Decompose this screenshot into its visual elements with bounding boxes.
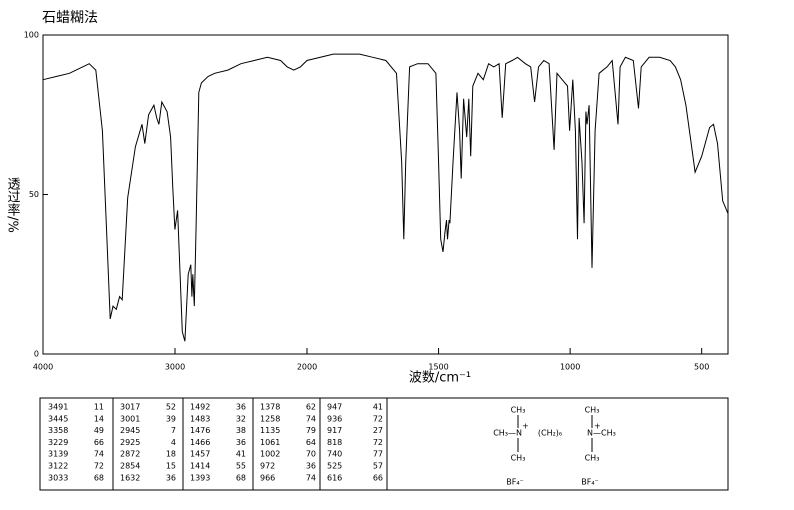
table-transmittance: 11	[94, 403, 104, 412]
table-wavenumber: 3122	[48, 462, 68, 471]
x-tick-label: 1500	[428, 363, 448, 372]
table-transmittance: 36	[166, 473, 176, 482]
table-transmittance: 32	[236, 414, 246, 423]
table-wavenumber: 1258	[260, 414, 280, 423]
plot-frame	[42, 34, 729, 355]
table-transmittance: 74	[306, 414, 316, 423]
structure-label: CH₃	[511, 406, 526, 415]
table-transmittance: 36	[236, 403, 246, 412]
chart-title: 石蜡糊法	[42, 10, 98, 26]
table-wavenumber: 3139	[48, 450, 68, 459]
structure-bonds	[517, 415, 593, 452]
table-transmittance: 14	[94, 414, 104, 423]
x-tick-label: 500	[694, 363, 709, 372]
structure-label: CH₃	[511, 454, 526, 463]
table-wavenumber: 3017	[120, 403, 140, 412]
spectrum-line	[42, 53, 729, 342]
table-transmittance: 39	[166, 414, 176, 423]
table-wavenumber: 3491	[48, 403, 68, 412]
table-wavenumber: 972	[260, 462, 275, 471]
table-transmittance: 64	[306, 438, 316, 447]
x-tick-label: 2000	[297, 363, 317, 372]
table-wavenumber: 3445	[48, 414, 68, 423]
table-wavenumber: 1002	[260, 450, 280, 459]
table-transmittance: 41	[373, 403, 383, 412]
table-wavenumber: 3001	[120, 414, 140, 423]
table-wavenumber: 1414	[190, 462, 210, 471]
table-transmittance: 55	[236, 462, 246, 471]
x-tick-label: 4000	[33, 363, 53, 372]
y-tick-label: 50	[29, 190, 39, 199]
table-transmittance: 72	[373, 438, 383, 447]
table-wavenumber: 1492	[190, 403, 210, 412]
y-tick-label: 0	[34, 350, 39, 359]
table-transmittance: 18	[166, 450, 176, 459]
table-frame	[39, 397, 729, 491]
table-transmittance: 74	[94, 450, 104, 459]
structure-label: CH₃	[585, 406, 600, 415]
table-transmittance: 49	[94, 426, 104, 435]
table-wavenumber: 917	[327, 426, 342, 435]
table-wavenumber: 1135	[260, 426, 280, 435]
structure-label: +	[522, 422, 529, 431]
table-wavenumber: 947	[327, 403, 342, 412]
table-transmittance: 66	[94, 438, 104, 447]
table-wavenumber: 1061	[260, 438, 280, 447]
table-wavenumber: 2945	[120, 426, 140, 435]
table-transmittance: 7	[171, 426, 176, 435]
table-transmittance: 36	[306, 462, 316, 471]
table-wavenumber: 2854	[120, 462, 140, 471]
table-wavenumber: 3033	[48, 473, 68, 482]
table-wavenumber: 936	[327, 414, 342, 423]
table-transmittance: 36	[236, 438, 246, 447]
table-wavenumber: 1378	[260, 403, 280, 412]
table-transmittance: 4	[171, 438, 176, 447]
x-tick-label: 1000	[560, 363, 580, 372]
table-wavenumber: 818	[327, 438, 342, 447]
table-wavenumber: 3358	[48, 426, 68, 435]
y-tick-label: 100	[24, 31, 39, 40]
table-transmittance: 77	[373, 450, 383, 459]
table-transmittance: 38	[236, 426, 246, 435]
table-transmittance: 57	[373, 462, 383, 471]
table-transmittance: 72	[373, 414, 383, 423]
structure-label: N—CH₃	[587, 429, 616, 438]
table-transmittance: 15	[166, 462, 176, 471]
structure-label: +	[594, 422, 601, 431]
table-wavenumber: 2872	[120, 450, 140, 459]
structure-label: BF₄⁻	[506, 478, 524, 487]
x-tick-label: 3000	[165, 363, 185, 372]
table-wavenumber: 1483	[190, 414, 210, 423]
table-transmittance: 68	[236, 473, 246, 482]
table-transmittance: 27	[373, 426, 383, 435]
table-dividers	[112, 398, 388, 490]
table-transmittance: 68	[94, 473, 104, 482]
table-wavenumber: 966	[260, 473, 275, 482]
structure-label: CH₃	[585, 454, 600, 463]
table-transmittance: 79	[306, 426, 316, 435]
table-transmittance: 74	[306, 473, 316, 482]
x-axis-label: 波数/cm⁻¹	[409, 371, 471, 386]
table-transmittance: 52	[166, 403, 176, 412]
table-wavenumber: 1457	[190, 450, 210, 459]
table-wavenumber: 1466	[190, 438, 210, 447]
table-wavenumber: 616	[327, 473, 342, 482]
structure-label: BF₄⁻	[581, 478, 599, 487]
table-wavenumber: 1393	[190, 473, 210, 482]
table-wavenumber: 1476	[190, 426, 210, 435]
table-transmittance: 62	[306, 403, 316, 412]
table-wavenumber: 1632	[120, 473, 140, 482]
y-axis-label: 透过率/%	[5, 177, 21, 233]
table-transmittance: 66	[373, 473, 383, 482]
table-wavenumber: 3229	[48, 438, 68, 447]
table-wavenumber: 525	[327, 462, 342, 471]
table-wavenumber: 740	[327, 450, 342, 459]
structure-label: (CH₂)₆	[538, 429, 562, 438]
table-transmittance: 72	[94, 462, 104, 471]
structure-label: CH₃—N	[493, 429, 522, 438]
table-transmittance: 41	[236, 450, 246, 459]
table-wavenumber: 2925	[120, 438, 140, 447]
table-transmittance: 70	[306, 450, 316, 459]
